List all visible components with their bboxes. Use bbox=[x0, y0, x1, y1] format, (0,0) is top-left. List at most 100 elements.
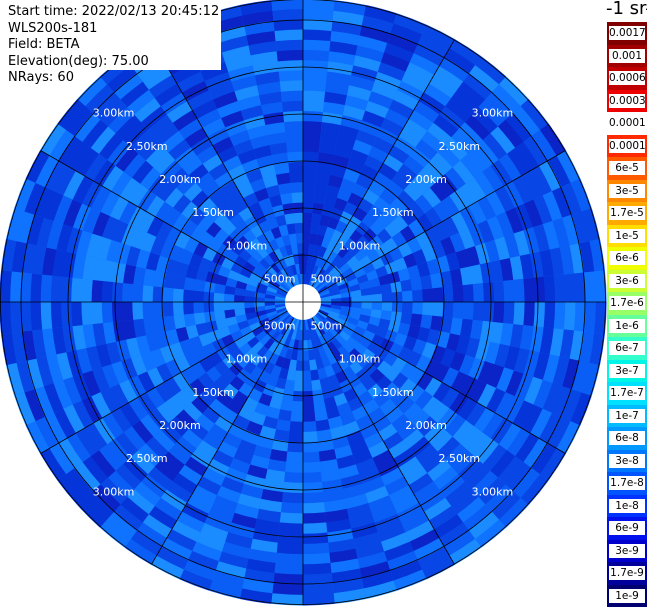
beta-cell bbox=[430, 315, 443, 332]
beta-cell bbox=[92, 91, 121, 120]
beta-cell bbox=[205, 204, 223, 222]
beta-cell bbox=[354, 342, 368, 356]
beta-cell bbox=[482, 281, 495, 302]
beta-cell bbox=[268, 341, 279, 354]
beta-cell bbox=[334, 144, 353, 160]
beta-cell bbox=[339, 330, 351, 342]
beta-cell bbox=[424, 226, 441, 245]
beta-cell bbox=[84, 491, 114, 521]
beta-cell bbox=[330, 425, 347, 440]
beta-cell bbox=[163, 377, 182, 397]
beta-cell bbox=[254, 187, 270, 202]
beta-cell bbox=[284, 212, 295, 225]
beta-cell bbox=[497, 456, 524, 485]
beta-cell bbox=[452, 420, 475, 444]
beta-cell bbox=[319, 270, 330, 282]
beta-cell bbox=[439, 105, 466, 130]
beta-cell bbox=[319, 290, 331, 297]
beta-cell bbox=[451, 489, 479, 515]
beta-cell bbox=[311, 264, 319, 277]
beta-cell bbox=[80, 302, 93, 326]
beta-cell bbox=[260, 321, 272, 331]
range-label: 2.50km bbox=[126, 452, 168, 465]
beta-cell bbox=[303, 532, 329, 545]
beta-cell bbox=[397, 421, 418, 441]
azimuth-spoke bbox=[40, 150, 288, 294]
beta-cell bbox=[174, 436, 197, 458]
beta-cell bbox=[181, 428, 203, 449]
beta-cell bbox=[321, 235, 332, 249]
beta-cell bbox=[253, 144, 272, 160]
beta-cell bbox=[349, 312, 362, 321]
range-label: 2.00km bbox=[405, 173, 447, 186]
beta-cell bbox=[432, 287, 444, 302]
beta-cell bbox=[350, 261, 364, 273]
beta-cell bbox=[192, 302, 205, 314]
beta-cell bbox=[353, 267, 367, 279]
elevation: Elevation(deg): 75.00 bbox=[8, 53, 222, 70]
beta-cell bbox=[223, 285, 236, 295]
beta-cell bbox=[371, 504, 398, 523]
beta-cell bbox=[410, 174, 431, 195]
beta-cell bbox=[360, 308, 373, 317]
beta-cell bbox=[195, 171, 215, 191]
beta-cell bbox=[414, 390, 434, 410]
beta-cell bbox=[303, 263, 308, 274]
beta-cell bbox=[112, 262, 127, 284]
beta-cell bbox=[109, 196, 129, 221]
beta-cell bbox=[552, 217, 571, 248]
beta-cell bbox=[80, 278, 93, 302]
beta-cell bbox=[40, 274, 53, 302]
beta-cell bbox=[467, 146, 491, 172]
beta-cell bbox=[216, 100, 241, 119]
beta-cell bbox=[62, 199, 82, 228]
beta-cell bbox=[142, 514, 172, 539]
beta-cell bbox=[305, 329, 312, 341]
beta-cell bbox=[477, 383, 497, 408]
beta-cell bbox=[120, 81, 149, 108]
beta-cell bbox=[581, 208, 600, 242]
beta-cell bbox=[186, 89, 213, 111]
beta-cell bbox=[172, 109, 198, 131]
beta-cell bbox=[303, 59, 329, 72]
beta-cell bbox=[303, 140, 320, 153]
beta-cell bbox=[154, 459, 179, 482]
beta-cell bbox=[222, 432, 242, 450]
beta-cell bbox=[362, 188, 380, 206]
colorbar: 0.00170.0010.00060.00030.000170.00016e-5… bbox=[607, 22, 647, 607]
beta-cell bbox=[122, 264, 137, 285]
beta-cell bbox=[346, 503, 372, 520]
beta-cell bbox=[309, 232, 318, 245]
beta-cell bbox=[304, 319, 309, 331]
beta-cell bbox=[244, 283, 257, 292]
beta-cell bbox=[185, 264, 199, 280]
beta-cell bbox=[172, 372, 190, 391]
beta-cell bbox=[136, 522, 167, 548]
colorbar-tick-label: 1e-5 bbox=[609, 228, 645, 243]
beta-cell bbox=[101, 215, 120, 240]
start-time: Start time: 2022/02/13 20:45:12 bbox=[8, 4, 222, 21]
beta-cell bbox=[303, 421, 317, 433]
beta-cell bbox=[308, 243, 316, 255]
beta-cell bbox=[441, 216, 460, 237]
beta-cell bbox=[529, 251, 545, 278]
beta-cell bbox=[234, 336, 248, 349]
beta-cell bbox=[342, 341, 355, 354]
beta-cell bbox=[444, 136, 469, 161]
beta-cell bbox=[233, 308, 246, 317]
beta-cell bbox=[520, 474, 549, 506]
beta-cell bbox=[533, 223, 551, 252]
beta-cell bbox=[178, 118, 203, 140]
beta-cell bbox=[75, 230, 93, 256]
beta-cell bbox=[71, 253, 87, 279]
colorbar-tick-label: 1e-9 bbox=[609, 588, 645, 603]
beta-cell bbox=[474, 171, 496, 197]
beta-cell bbox=[556, 150, 581, 183]
beta-cell bbox=[268, 352, 280, 366]
beta-cell bbox=[303, 90, 326, 102]
beta-cell bbox=[91, 211, 110, 237]
beta-cell bbox=[101, 302, 114, 324]
beta-cell bbox=[391, 171, 411, 191]
beta-cell bbox=[315, 280, 325, 290]
beta-cell bbox=[154, 122, 179, 145]
